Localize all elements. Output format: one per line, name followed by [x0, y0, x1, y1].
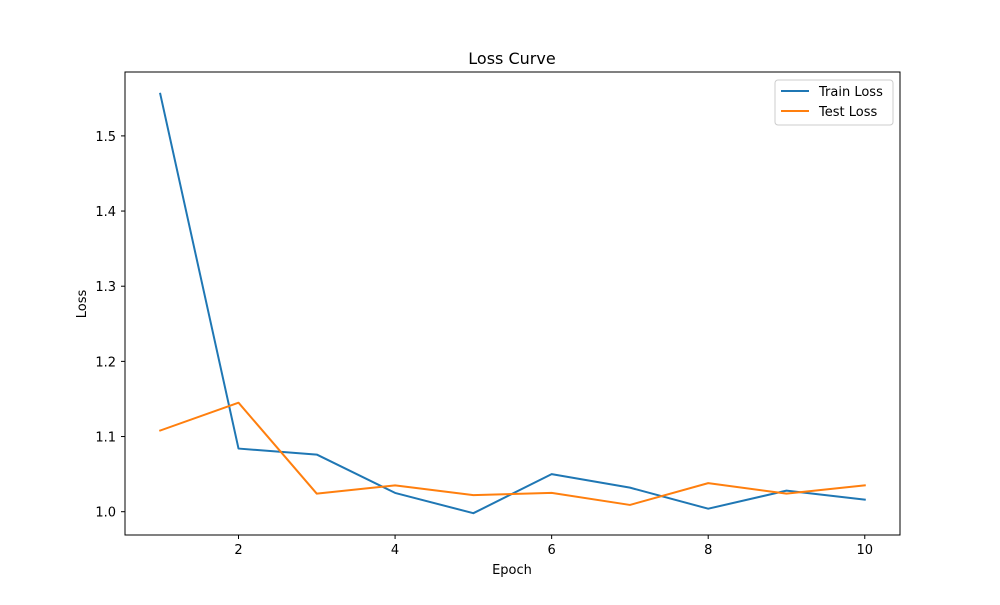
- y-tick-label: 1.4: [95, 205, 116, 220]
- x-tick-label: 4: [391, 543, 399, 558]
- x-tick-label: 8: [704, 543, 712, 558]
- y-tick-label: 1.1: [95, 431, 116, 446]
- plot-background: [125, 72, 900, 535]
- legend-label-train-loss: Train Loss: [818, 85, 883, 100]
- x-tick-label: 10: [856, 543, 873, 558]
- legend-label-test-loss: Test Loss: [818, 105, 877, 120]
- y-tick-label: 1.0: [95, 506, 116, 521]
- y-tick-label: 1.3: [95, 280, 116, 295]
- y-axis-label: Loss: [75, 290, 90, 319]
- plot-area: [125, 72, 900, 535]
- chart-title: Loss Curve: [468, 49, 555, 68]
- y-tick-label: 1.5: [95, 130, 116, 145]
- x-tick-label: 2: [234, 543, 242, 558]
- y-tick-label: 1.2: [95, 355, 116, 370]
- legend: Train Loss Test Loss: [775, 80, 893, 125]
- x-tick-label: 6: [548, 543, 556, 558]
- x-axis-label: Epoch: [492, 563, 532, 578]
